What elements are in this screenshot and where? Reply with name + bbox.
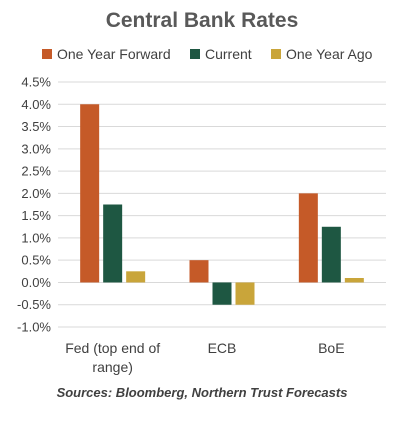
bars [80, 104, 364, 305]
legend-label: Current [205, 46, 252, 62]
source-note: Sources: Bloomberg, Northern Trust Forec… [57, 385, 348, 400]
y-tick-label: 1.5% [21, 208, 51, 223]
x-category-label: BoE [318, 340, 344, 356]
y-tick-label: -1.0% [17, 320, 51, 335]
y-tick-label: 0.0% [21, 275, 51, 290]
bar [189, 260, 209, 283]
chart-title: Central Bank Rates [106, 9, 299, 32]
y-tick-label: 1.0% [21, 230, 51, 245]
y-tick-label: 3.0% [21, 141, 51, 156]
bar [298, 193, 318, 283]
x-category-label: Fed (top end of range) [65, 340, 160, 375]
bar [212, 282, 232, 305]
legend-label: One Year Ago [286, 46, 373, 62]
legend-swatch [42, 49, 52, 59]
legend-swatch [190, 49, 200, 59]
legend-label: One Year Forward [57, 46, 171, 62]
bar [126, 271, 146, 283]
bar [103, 204, 123, 283]
bar [235, 282, 255, 305]
y-tick-label: 3.5% [21, 119, 51, 134]
bar [321, 226, 341, 283]
y-tick-label: 0.5% [21, 253, 51, 268]
y-tick-label: 2.0% [21, 186, 51, 201]
y-tick-label: 4.5% [21, 75, 51, 90]
y-tick-label: 4.0% [21, 97, 51, 112]
x-category-label: ECB [208, 340, 237, 356]
bar [344, 278, 364, 283]
x-axis: Fed (top end of range) ECB BoE [65, 340, 344, 375]
legend: One Year Forward Current One Year Ago [42, 46, 373, 62]
legend-swatch [271, 49, 281, 59]
y-tick-label: -0.5% [17, 297, 51, 312]
bar [80, 104, 100, 283]
y-axis: -1.0% -0.5% 0.0% 0.5% 1.0% 1.5% 2.0% 2.5% 3.0% 3.… [17, 75, 51, 335]
y-tick-label: 2.5% [21, 164, 51, 179]
